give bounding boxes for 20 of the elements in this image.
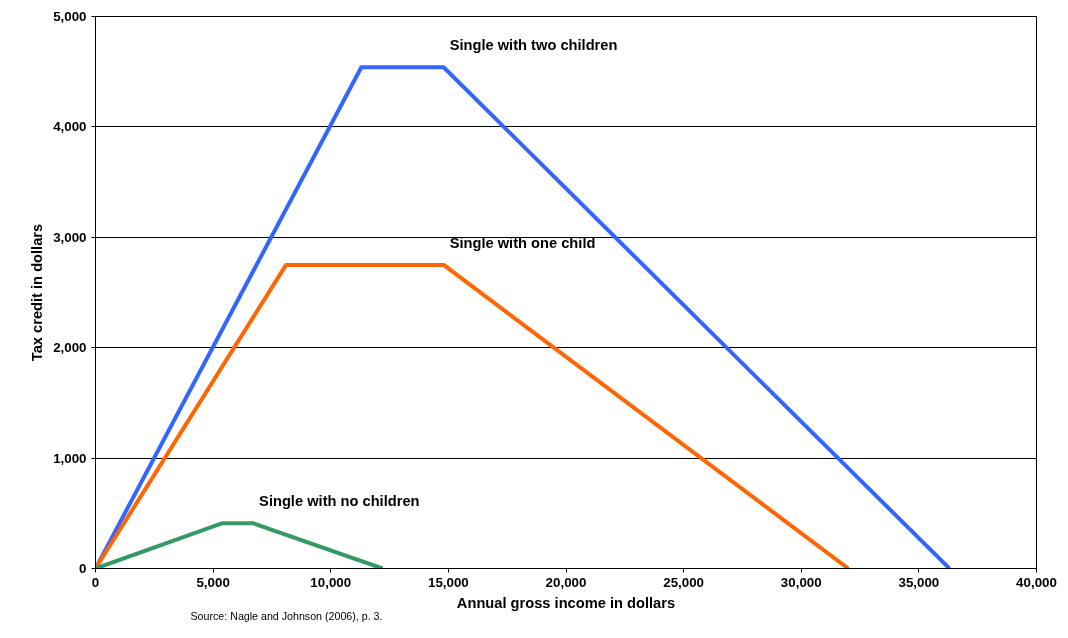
series-label: Single with no children (259, 493, 420, 510)
x-tick-label: 10,000 (310, 574, 352, 590)
y-axis-title: Tax credit in dollars (29, 223, 46, 362)
y-tick-label: 4,000 (53, 119, 87, 135)
source-note: Source: Nagle and Johnson (2006), p. 3. (190, 609, 383, 622)
x-tick-label: 40,000 (1016, 574, 1057, 590)
x-tick-label: 25,000 (663, 574, 705, 590)
x-tick-label: 5,000 (196, 574, 230, 590)
y-tick-label: 3,000 (53, 229, 87, 245)
y-tick-label: 5,000 (53, 9, 87, 24)
series-label: Single with two children (449, 37, 618, 54)
y-tick-label: 1,000 (53, 450, 87, 466)
x-tick-label: 0 (91, 574, 100, 590)
x-axis-title: Annual gross income in dollars (456, 594, 676, 611)
y-tick-label: 0 (79, 561, 87, 576)
x-tick-label: 35,000 (898, 574, 940, 590)
x-tick-label: 15,000 (427, 574, 469, 590)
x-tick-label: 30,000 (780, 574, 822, 590)
y-tick-label: 2,000 (53, 340, 87, 356)
x-tick-label: 20,000 (545, 574, 587, 590)
